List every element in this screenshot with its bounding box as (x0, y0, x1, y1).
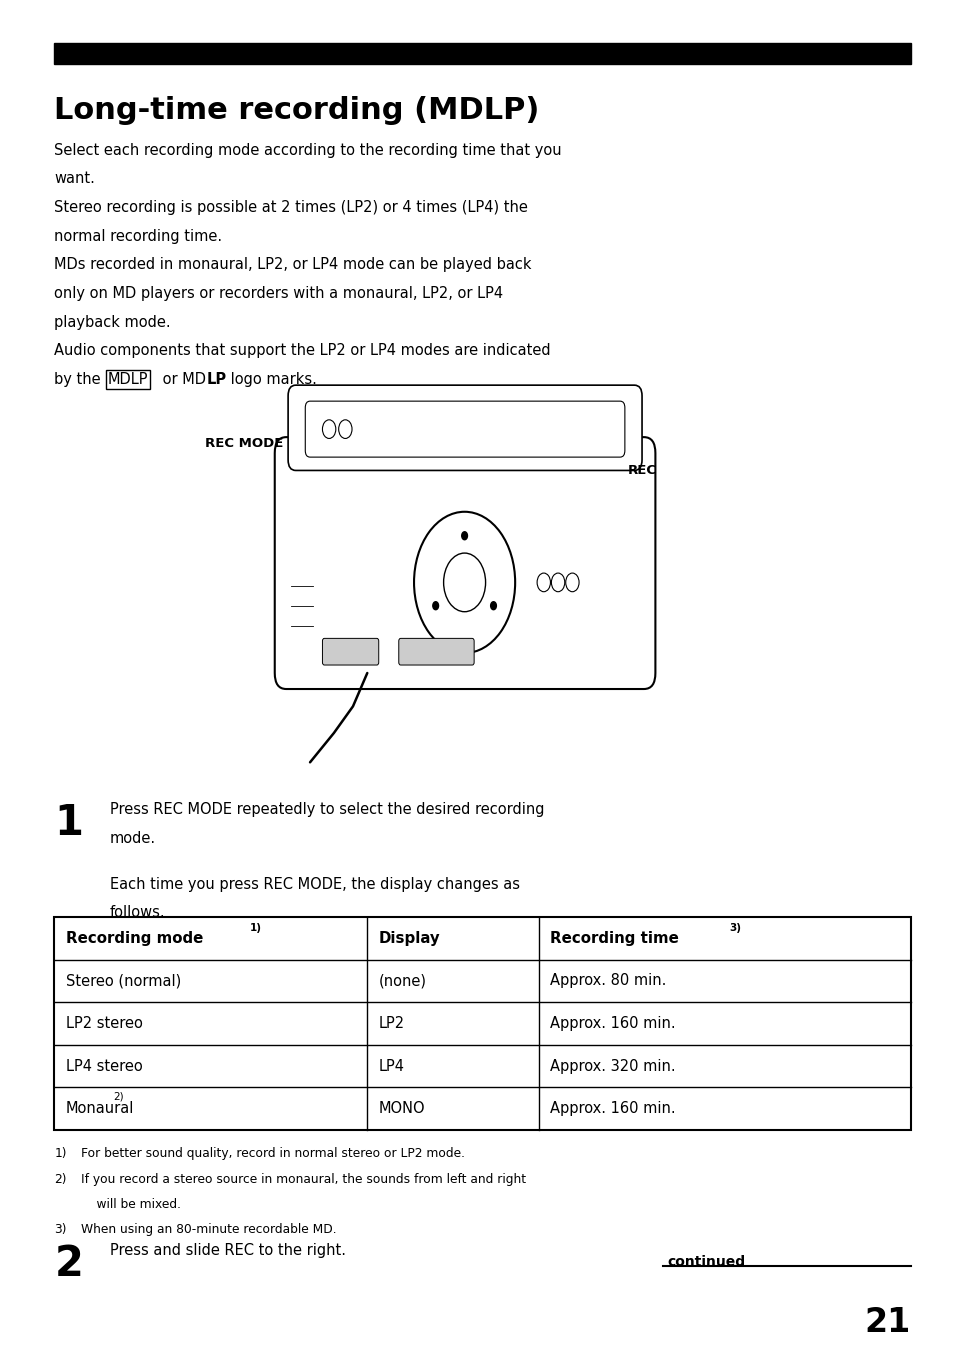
FancyBboxPatch shape (305, 401, 624, 457)
Circle shape (565, 573, 578, 592)
Text: 2): 2) (113, 1091, 124, 1102)
Text: For better sound quality, record in normal stereo or LP2 mode.: For better sound quality, record in norm… (81, 1147, 465, 1161)
Text: MONO: MONO (378, 1102, 425, 1116)
Text: Recording time: Recording time (550, 931, 679, 946)
Text: Approx. 320 min.: Approx. 320 min. (550, 1059, 676, 1073)
Text: logo marks.: logo marks. (226, 371, 316, 387)
Text: Press and slide REC to the right.: Press and slide REC to the right. (110, 1243, 345, 1259)
Text: Select each recording mode according to the recording time that you: Select each recording mode according to … (54, 143, 561, 157)
Text: 1: 1 (54, 803, 83, 845)
Text: or MD: or MD (158, 371, 206, 387)
Text: LP4: LP4 (378, 1059, 404, 1073)
Text: will be mixed.: will be mixed. (81, 1198, 181, 1210)
Text: REC MODE: REC MODE (205, 437, 283, 451)
Text: mode.: mode. (110, 831, 155, 846)
Text: Long-time recording (MDLP): Long-time recording (MDLP) (54, 95, 539, 125)
Text: 2): 2) (54, 1173, 67, 1186)
Text: Stereo recording is possible at 2 times (LP2) or 4 times (LP4) the: Stereo recording is possible at 2 times … (54, 200, 528, 215)
Circle shape (551, 573, 564, 592)
Text: follows.: follows. (110, 905, 165, 920)
Circle shape (322, 420, 335, 438)
Bar (54, 917, 910, 1130)
Text: Approx. 160 min.: Approx. 160 min. (550, 1015, 676, 1032)
Text: Audio components that support the LP2 or LP4 modes are indicated: Audio components that support the LP2 or… (54, 343, 551, 358)
Text: playback mode.: playback mode. (54, 315, 171, 330)
Text: 2: 2 (54, 1243, 83, 1286)
Text: MDs recorded in monaural, LP2, or LP4 mode can be played back: MDs recorded in monaural, LP2, or LP4 mo… (54, 257, 532, 272)
Text: 1): 1) (250, 923, 262, 933)
Text: LP4 stereo: LP4 stereo (66, 1059, 142, 1073)
Text: REC: REC (627, 464, 656, 476)
Text: Press REC MODE repeatedly to select the desired recording: Press REC MODE repeatedly to select the … (110, 803, 543, 818)
Text: Recording mode: Recording mode (66, 931, 203, 946)
Text: only on MD players or recorders with a monaural, LP2, or LP4: only on MD players or recorders with a m… (54, 286, 503, 301)
Text: Display: Display (378, 931, 440, 946)
Circle shape (490, 601, 496, 609)
Bar (54, 917, 910, 959)
Text: continued: continued (667, 1255, 745, 1270)
Text: LP2: LP2 (378, 1015, 404, 1032)
Text: 1): 1) (54, 1147, 67, 1161)
Circle shape (443, 553, 485, 612)
Text: 3): 3) (54, 1224, 67, 1236)
Text: by the: by the (54, 371, 106, 387)
Text: Approx. 160 min.: Approx. 160 min. (550, 1102, 676, 1116)
FancyBboxPatch shape (288, 385, 641, 471)
Text: LP2 stereo: LP2 stereo (66, 1015, 143, 1032)
Text: Approx. 80 min.: Approx. 80 min. (550, 974, 666, 989)
FancyBboxPatch shape (322, 639, 378, 664)
Circle shape (414, 511, 515, 654)
Text: Each time you press REC MODE, the display changes as: Each time you press REC MODE, the displa… (110, 877, 519, 892)
Bar (54, 43, 910, 65)
Text: When using an 80-minute recordable MD.: When using an 80-minute recordable MD. (81, 1224, 336, 1236)
Text: 3): 3) (728, 923, 740, 933)
Text: If you record a stereo source in monaural, the sounds from left and right: If you record a stereo source in monaura… (81, 1173, 526, 1186)
Text: Monaural: Monaural (66, 1102, 134, 1116)
Circle shape (433, 601, 438, 609)
Circle shape (461, 531, 467, 539)
FancyBboxPatch shape (398, 639, 474, 664)
Text: 21: 21 (864, 1306, 910, 1340)
Text: Stereo (normal): Stereo (normal) (66, 974, 181, 989)
Text: MDLP: MDLP (108, 371, 148, 387)
FancyBboxPatch shape (274, 437, 655, 689)
Circle shape (537, 573, 550, 592)
Circle shape (338, 420, 352, 438)
Text: want.: want. (54, 171, 95, 186)
Text: (none): (none) (378, 974, 426, 989)
Text: normal recording time.: normal recording time. (54, 229, 222, 243)
Text: LP: LP (207, 371, 227, 387)
